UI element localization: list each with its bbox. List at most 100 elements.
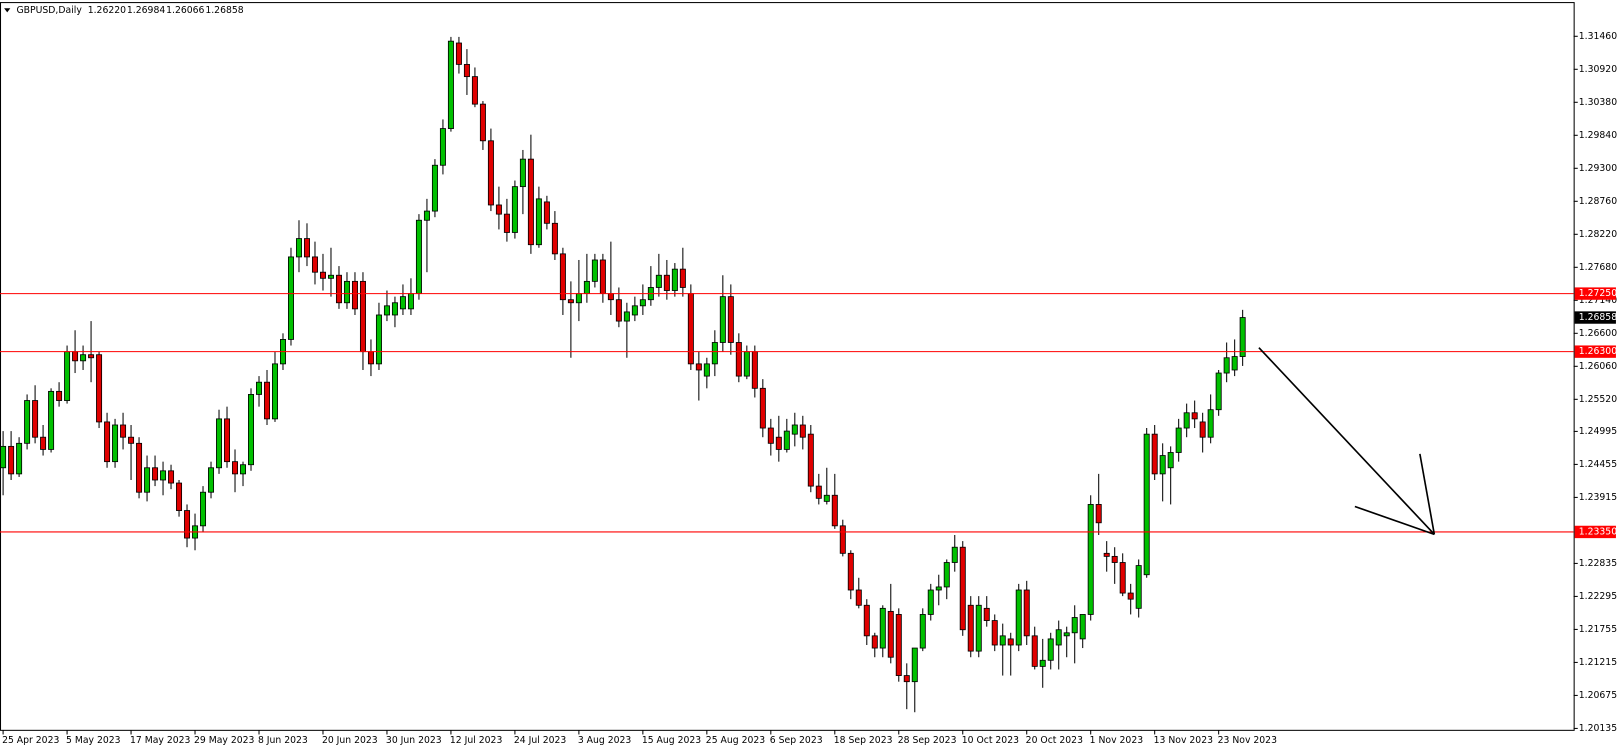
candle-body-down xyxy=(983,607,990,621)
candle-body-down xyxy=(168,470,175,484)
candle-body-down xyxy=(487,140,494,206)
y-tick-label: 1.30380 xyxy=(1579,97,1617,108)
y-tick-label: 1.21755 xyxy=(1579,624,1617,635)
x-tick-label: 29 May 2023 xyxy=(194,735,255,746)
candle-body-down xyxy=(128,436,135,444)
candle-body-up xyxy=(1063,632,1070,637)
candle-body-up xyxy=(248,394,254,466)
candle-body-up xyxy=(256,381,262,395)
candle-body-up xyxy=(1079,614,1086,640)
candle-body-down xyxy=(903,675,910,683)
menu-icon xyxy=(4,8,11,13)
y-tick-label: 1.26060 xyxy=(1579,361,1617,372)
candle-body-down xyxy=(607,293,614,301)
candle-body-up xyxy=(24,400,31,444)
candle-body-down xyxy=(959,546,966,631)
last-price-label: 1.26858 xyxy=(1579,312,1617,323)
candle-body-down xyxy=(367,351,374,365)
candle-body-up xyxy=(327,274,334,279)
x-tick-label: 13 Nov 2023 xyxy=(1154,735,1213,746)
candle-body-up xyxy=(783,430,790,450)
candle-body-down xyxy=(335,274,342,304)
candle-body-up xyxy=(439,128,446,166)
candle-body-down xyxy=(463,63,470,78)
candle-body-down xyxy=(503,213,510,233)
candle-body-down xyxy=(1191,412,1198,420)
candle-body-down xyxy=(1103,552,1110,557)
x-tick-label: 5 May 2023 xyxy=(66,735,121,746)
candles xyxy=(0,36,1246,713)
x-tick-label: 3 Aug 2023 xyxy=(578,735,632,746)
candle-body-down xyxy=(559,253,566,301)
candle-body-down xyxy=(807,433,814,487)
y-tick-label: 1.21215 xyxy=(1579,657,1617,668)
y-tick-label: 1.28220 xyxy=(1579,229,1617,240)
candle-body-down xyxy=(767,427,774,444)
y-tick-label: 1.25520 xyxy=(1579,394,1617,405)
candle-body-down xyxy=(775,436,782,450)
candle-body-down xyxy=(1031,635,1038,667)
level-label-box xyxy=(1574,287,1616,300)
candle-body-down xyxy=(495,204,502,215)
candle-body-down xyxy=(471,76,478,105)
candle-body-down xyxy=(479,103,486,142)
candle-body-down xyxy=(455,42,462,65)
candle-body-down xyxy=(855,589,862,606)
candle-body-up xyxy=(743,351,750,377)
ohlc-value: 1.26066 xyxy=(166,5,204,16)
x-tick-label: 25 Aug 2023 xyxy=(706,735,765,746)
candle-body-down xyxy=(224,418,231,463)
candle-body-down xyxy=(967,604,974,652)
x-tick-label: 1 Nov 2023 xyxy=(1090,735,1144,746)
candle-body-up xyxy=(1223,357,1230,374)
candle-body-down xyxy=(871,635,878,649)
candle-body-down xyxy=(72,351,79,362)
candle-body-down xyxy=(1199,421,1206,438)
candle-body-down xyxy=(887,610,894,658)
candle-body-down xyxy=(727,296,734,343)
candle-body-up xyxy=(639,299,646,307)
candle-body-down xyxy=(551,222,558,255)
candle-body-up xyxy=(295,238,302,258)
candle-body-up xyxy=(383,305,390,316)
candle-body-up xyxy=(719,296,726,343)
y-tick-label: 1.23915 xyxy=(1579,492,1617,503)
ohlc-value: 1.26984 xyxy=(127,5,165,16)
candle-body-up xyxy=(999,635,1006,646)
candle-body-up xyxy=(64,351,71,401)
candle-body-down xyxy=(751,351,758,389)
candle-body-up xyxy=(447,40,454,129)
candle-body-down xyxy=(264,381,270,420)
x-tick-label: 10 Oct 2023 xyxy=(962,735,1019,746)
level-label: 1.23350 xyxy=(1579,526,1617,537)
level-label-box xyxy=(1574,345,1616,358)
y-tick-label: 1.27140 xyxy=(1579,295,1617,306)
level-label: 1.27250 xyxy=(1579,288,1617,299)
candle-body-up xyxy=(208,467,215,493)
candle-body-down xyxy=(543,201,550,224)
candle-body-up xyxy=(399,296,406,310)
candle-body-down xyxy=(136,442,143,493)
candle-body-up xyxy=(711,342,718,365)
candle-body-down xyxy=(1007,638,1014,646)
candle-body-up xyxy=(575,293,582,304)
y-tick-label: 1.28760 xyxy=(1579,196,1617,207)
candle-body-up xyxy=(935,586,942,591)
candle-body-up xyxy=(927,589,934,615)
candle-body-down xyxy=(895,614,902,676)
arrow-head xyxy=(1354,505,1435,536)
candle-body-up xyxy=(1175,427,1182,453)
y-tick-label: 1.24995 xyxy=(1579,426,1617,437)
candle-body-up xyxy=(1143,433,1150,576)
candle-body-up xyxy=(1167,452,1174,469)
candle-body-up xyxy=(1183,412,1190,429)
candle-body-down xyxy=(88,354,95,359)
arrow-head xyxy=(1419,453,1436,535)
candle-body-down xyxy=(232,461,239,475)
x-tick-label: 25 Apr 2023 xyxy=(2,735,59,746)
last-price-box xyxy=(1574,311,1616,324)
x-tick-label: 6 Sep 2023 xyxy=(770,735,823,746)
candle-body-up xyxy=(1159,455,1166,475)
candle-body-down xyxy=(311,256,318,273)
x-tick-label: 30 Jun 2023 xyxy=(386,735,442,746)
